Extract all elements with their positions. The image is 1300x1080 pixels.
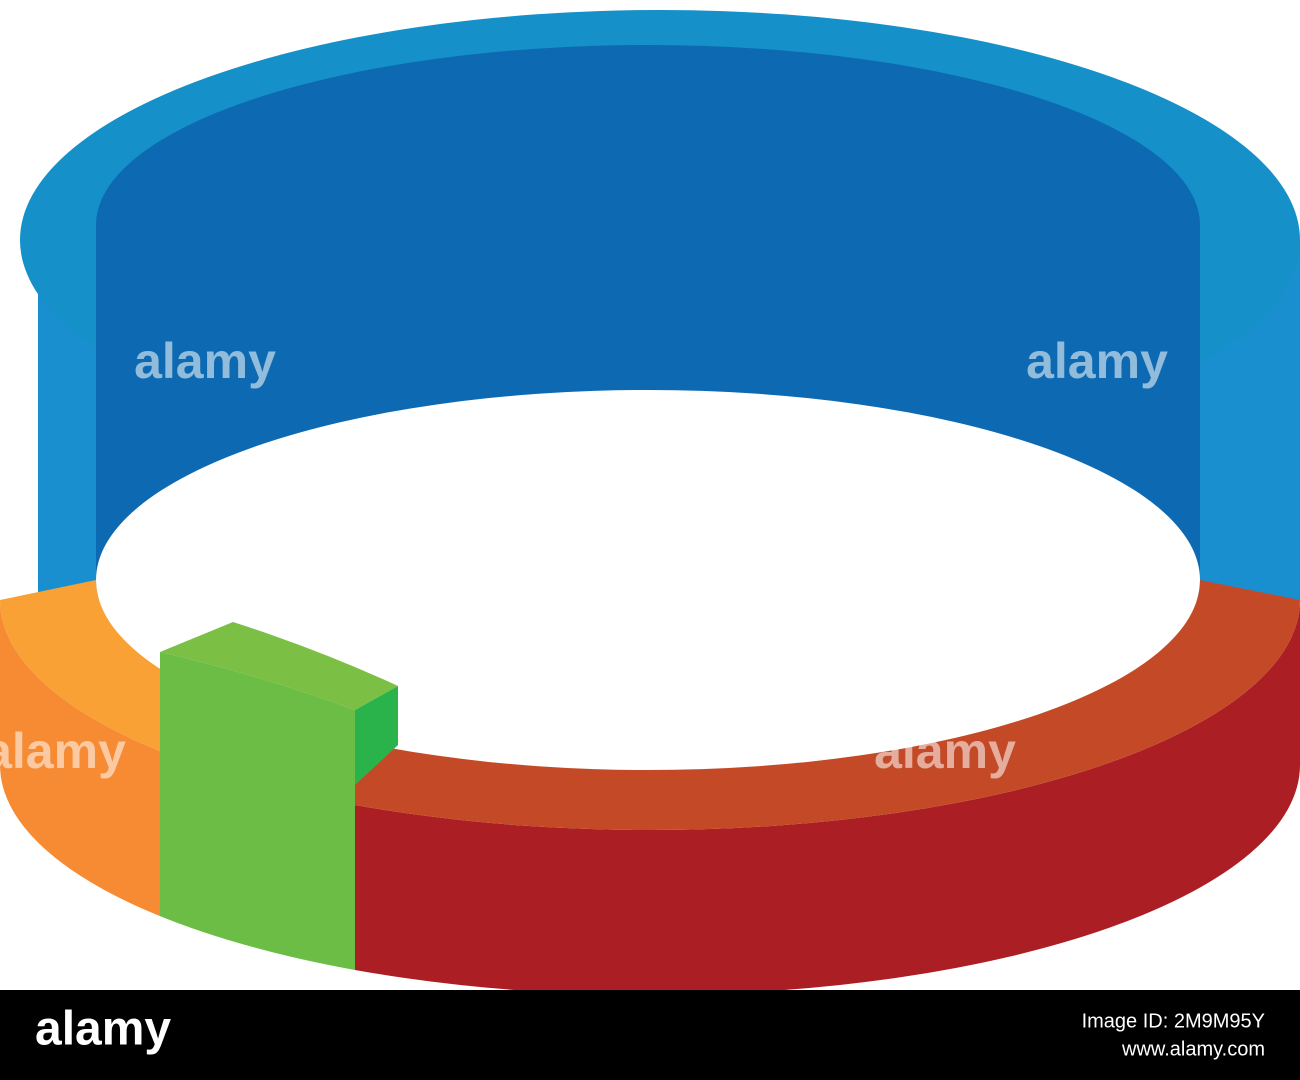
footer-url: www.alamy.com <box>1121 1038 1265 1060</box>
orange-wall <box>0 600 160 917</box>
watermark: alamy <box>1026 333 1168 389</box>
red-wall <box>355 600 1300 995</box>
watermark: alamy <box>134 333 276 389</box>
green-block-top <box>160 622 398 710</box>
footer-bar <box>0 990 1300 1080</box>
watermark: alamy <box>874 723 1016 779</box>
image-id: Image ID: 2M9M95Y <box>1082 1010 1265 1032</box>
red-top <box>355 580 1300 830</box>
green-block-side <box>355 686 398 785</box>
green-block-front <box>160 652 355 955</box>
watermark: alamy <box>0 723 126 779</box>
footer-logo: alamy <box>35 1003 171 1056</box>
orange-top <box>0 580 160 752</box>
